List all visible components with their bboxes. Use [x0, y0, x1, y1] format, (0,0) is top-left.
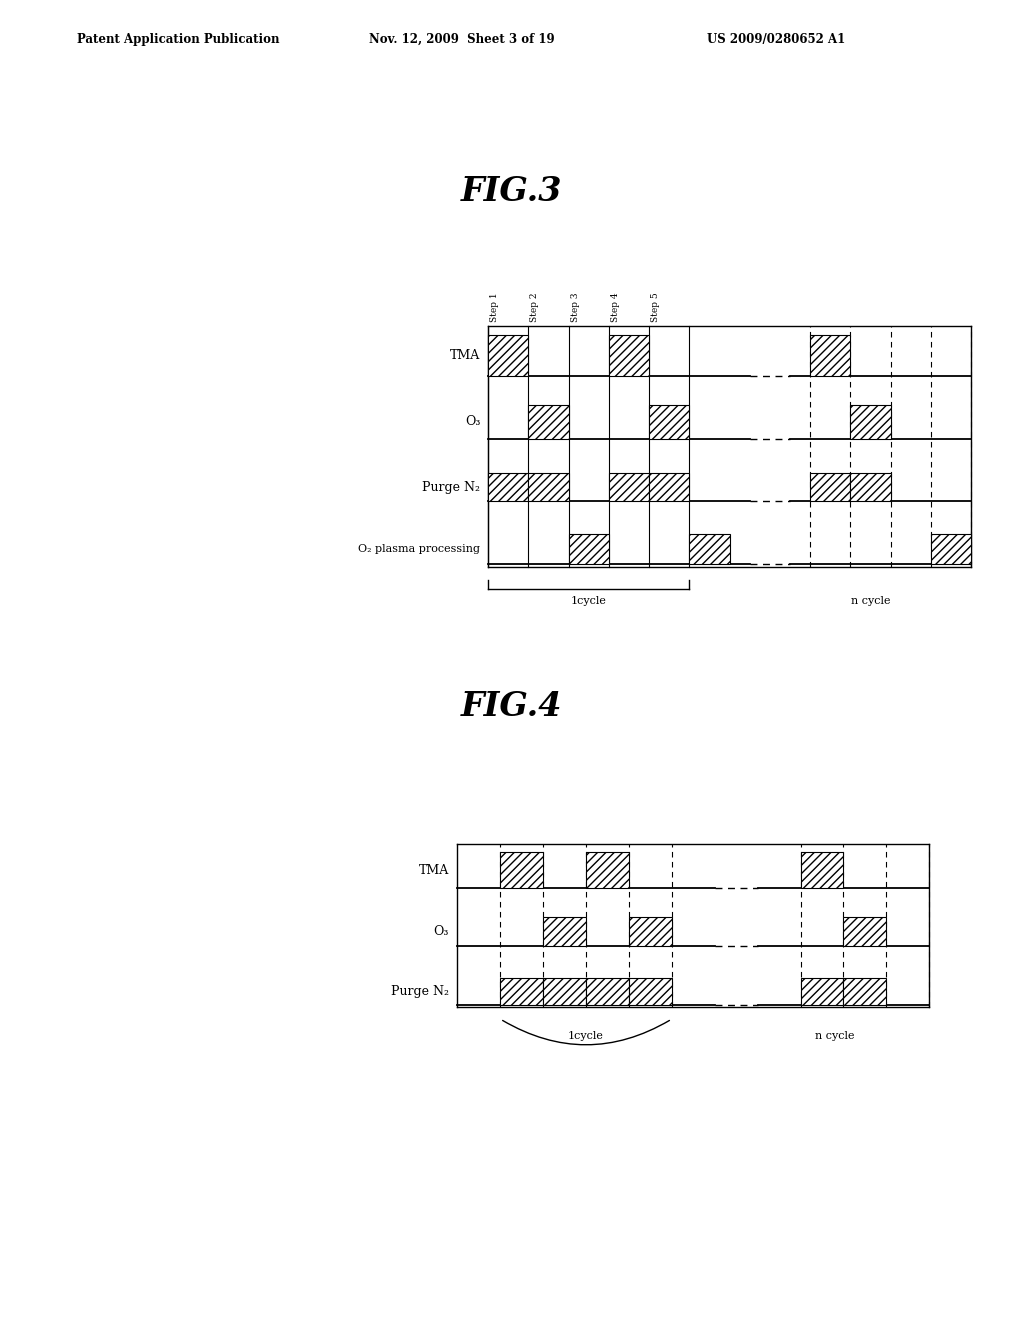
Bar [586, 853, 629, 888]
Bar [501, 853, 543, 888]
Bar [649, 473, 689, 502]
Text: FIG.4: FIG.4 [461, 689, 563, 722]
Text: n cycle: n cycle [851, 595, 890, 606]
Bar [844, 917, 887, 946]
Bar [629, 978, 672, 1005]
Text: TMA: TMA [419, 863, 449, 876]
Bar [609, 473, 649, 502]
Bar [543, 978, 586, 1005]
Text: Patent Application Publication: Patent Application Publication [77, 33, 280, 46]
Bar [850, 405, 891, 438]
Text: US 2009/0280652 A1: US 2009/0280652 A1 [707, 33, 845, 46]
Text: 1cycle: 1cycle [568, 1031, 604, 1040]
Text: Step 3: Step 3 [570, 293, 580, 322]
Bar [488, 335, 528, 376]
Bar [801, 853, 844, 888]
Text: TMA: TMA [450, 348, 480, 362]
Bar [528, 405, 568, 438]
Bar [488, 473, 528, 502]
Text: Step 4: Step 4 [611, 293, 620, 322]
Text: FIG.3: FIG.3 [461, 176, 563, 209]
Bar [649, 405, 689, 438]
Bar [850, 473, 891, 502]
Bar [629, 917, 672, 946]
Bar [810, 473, 850, 502]
Text: 1cycle: 1cycle [570, 595, 607, 606]
Text: Step 1: Step 1 [490, 293, 500, 322]
Bar [844, 978, 887, 1005]
Text: n cycle: n cycle [815, 1031, 855, 1040]
Bar [609, 335, 649, 376]
Bar [586, 978, 629, 1005]
Bar [528, 473, 568, 502]
Bar [801, 978, 844, 1005]
Bar [689, 533, 729, 564]
Text: O₃: O₃ [433, 925, 449, 939]
Bar [568, 533, 609, 564]
Text: Purge N₂: Purge N₂ [391, 985, 449, 998]
Text: O₂ plasma processing: O₂ plasma processing [358, 544, 480, 554]
Text: Purge N₂: Purge N₂ [422, 480, 480, 494]
Bar [931, 533, 971, 564]
Text: Step 2: Step 2 [530, 293, 540, 322]
Text: Nov. 12, 2009  Sheet 3 of 19: Nov. 12, 2009 Sheet 3 of 19 [369, 33, 554, 46]
Bar [810, 335, 850, 376]
Bar [501, 978, 543, 1005]
Text: O₃: O₃ [465, 416, 480, 429]
Text: Step 5: Step 5 [651, 293, 660, 322]
Bar [543, 917, 586, 946]
